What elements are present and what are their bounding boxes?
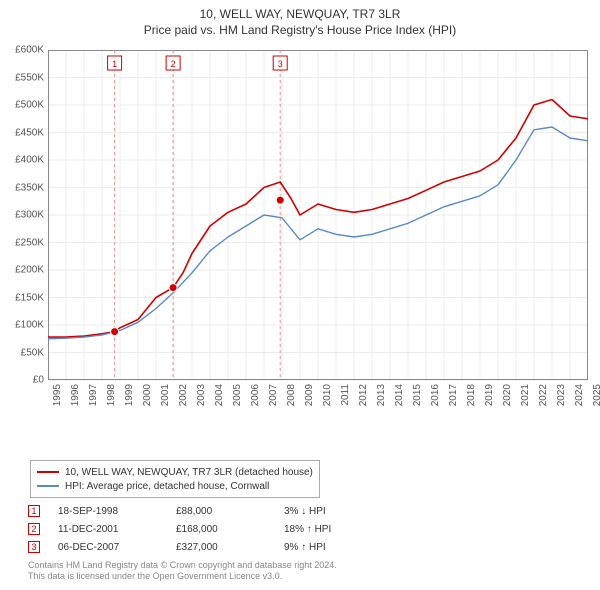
event-number-box: 2 xyxy=(28,523,40,535)
x-axis-tick: 2002 xyxy=(178,384,189,406)
x-axis-tick: 2013 xyxy=(376,384,387,406)
x-axis-tick: 2012 xyxy=(358,384,369,406)
x-axis-tick: 1995 xyxy=(52,384,63,406)
event-number-box: 1 xyxy=(28,505,40,517)
x-axis-tick: 2022 xyxy=(538,384,549,406)
x-axis-tick: 2025 xyxy=(592,384,600,406)
y-axis-tick: £600K xyxy=(0,45,44,56)
event-row: 2 11-DEC-2001 £168,000 18% ↑ HPI xyxy=(28,520,394,538)
x-axis-tick: 2011 xyxy=(340,384,351,406)
price-chart: 1 2 3 xyxy=(48,50,588,420)
event-row: 3 06-DEC-2007 £327,000 9% ↑ HPI xyxy=(28,538,394,556)
y-axis-tick: £550K xyxy=(0,72,44,83)
x-axis-tick: 1997 xyxy=(88,384,99,406)
x-axis-tick: 2018 xyxy=(466,384,477,406)
x-axis-tick: 2006 xyxy=(250,384,261,406)
x-axis-tick: 2017 xyxy=(448,384,459,406)
footer-line: This data is licensed under the Open Gov… xyxy=(28,571,337,582)
x-axis-tick: 1996 xyxy=(70,384,81,406)
y-axis-tick: £300K xyxy=(0,210,44,221)
x-axis-tick: 2000 xyxy=(142,384,153,406)
x-axis-tick: 1998 xyxy=(106,384,117,406)
svg-text:1: 1 xyxy=(112,59,117,69)
x-axis-tick: 2015 xyxy=(412,384,423,406)
event-row: 1 18-SEP-1998 £88,000 3% ↓ HPI xyxy=(28,502,394,520)
x-axis-tick: 2021 xyxy=(520,384,531,406)
legend: 10, WELL WAY, NEWQUAY, TR7 3LR (detached… xyxy=(30,460,320,498)
x-axis-tick: 2004 xyxy=(214,384,225,406)
x-axis-tick: 1999 xyxy=(124,384,135,406)
event-date: 11-DEC-2001 xyxy=(58,524,158,535)
x-axis-tick: 2010 xyxy=(322,384,333,406)
y-axis-tick: £0 xyxy=(0,375,44,386)
x-axis-tick: 2007 xyxy=(268,384,279,406)
x-axis-tick: 2023 xyxy=(556,384,567,406)
legend-label: 10, WELL WAY, NEWQUAY, TR7 3LR (detached… xyxy=(65,467,313,478)
events-table: 1 18-SEP-1998 £88,000 3% ↓ HPI 2 11-DEC-2001 £… xyxy=(28,502,394,556)
footer-line: Contains HM Land Registry data © Crown c… xyxy=(28,560,337,571)
y-axis-tick: £500K xyxy=(0,100,44,111)
x-axis-tick: 2019 xyxy=(484,384,495,406)
y-axis-tick: £100K xyxy=(0,320,44,331)
y-axis-tick: £350K xyxy=(0,182,44,193)
event-delta: 9% ↑ HPI xyxy=(284,542,394,553)
y-axis-tick: £250K xyxy=(0,237,44,248)
event-price: £168,000 xyxy=(176,524,266,535)
x-axis-tick: 2014 xyxy=(394,384,405,406)
x-axis-tick: 2024 xyxy=(574,384,585,406)
y-axis-tick: £50K xyxy=(0,347,44,358)
legend-swatch xyxy=(37,471,59,473)
x-axis-tick: 2016 xyxy=(430,384,441,406)
y-axis-tick: £200K xyxy=(0,265,44,276)
chart-title: 10, WELL WAY, NEWQUAY, TR7 3LR xyxy=(0,0,600,23)
event-delta: 3% ↓ HPI xyxy=(284,506,394,517)
chart-canvas: 1 2 3 xyxy=(48,50,588,420)
footer-attribution: Contains HM Land Registry data © Crown c… xyxy=(28,560,337,583)
y-axis-tick: £400K xyxy=(0,155,44,166)
event-date: 06-DEC-2007 xyxy=(58,542,158,553)
y-axis-tick: £450K xyxy=(0,127,44,138)
event-delta: 18% ↑ HPI xyxy=(284,524,394,535)
event-date: 18-SEP-1998 xyxy=(58,506,158,517)
event-number-box: 3 xyxy=(28,541,40,553)
svg-text:3: 3 xyxy=(278,59,283,69)
svg-text:2: 2 xyxy=(171,59,176,69)
x-axis-tick: 2008 xyxy=(286,384,297,406)
legend-item: HPI: Average price, detached house, Corn… xyxy=(37,479,313,493)
legend-label: HPI: Average price, detached house, Corn… xyxy=(65,481,269,492)
x-axis-tick: 2020 xyxy=(502,384,513,406)
x-axis-tick: 2009 xyxy=(304,384,315,406)
event-price: £88,000 xyxy=(176,506,266,517)
legend-item: 10, WELL WAY, NEWQUAY, TR7 3LR (detached… xyxy=(37,465,313,479)
y-axis-tick: £150K xyxy=(0,292,44,303)
event-price: £327,000 xyxy=(176,542,266,553)
x-axis-tick: 2001 xyxy=(160,384,171,406)
x-axis-tick: 2003 xyxy=(196,384,207,406)
legend-swatch xyxy=(37,485,59,487)
chart-subtitle: Price paid vs. HM Land Registry's House … xyxy=(0,23,600,43)
x-axis-tick: 2005 xyxy=(232,384,243,406)
